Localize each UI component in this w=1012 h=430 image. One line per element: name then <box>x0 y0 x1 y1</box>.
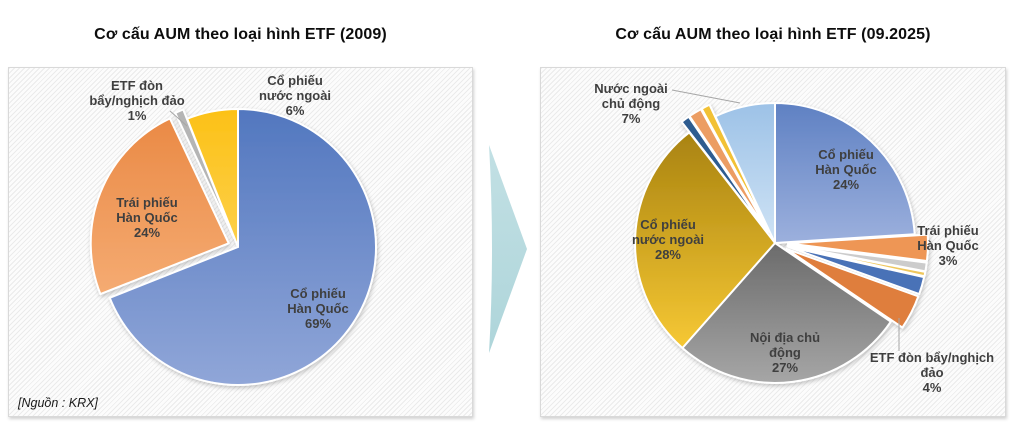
pie-slice-tr-i-phi-u-h-n-qu-c <box>89 117 230 296</box>
pie-slice-minor-9 <box>688 108 770 233</box>
pie-slice-etf-n-b-y-ngh-ch-o <box>785 247 920 329</box>
leader-etf-leverage-2009 <box>169 110 188 127</box>
pie-slice-c-phi-u-n-c-ngo-i <box>634 131 776 349</box>
pie-slice-minor-8 <box>680 115 769 234</box>
pie-slice-c-phi-u-h-n-qu-c <box>774 102 916 244</box>
pie-2025 <box>634 101 929 384</box>
pie-slice-etf-n-b-y-ngh-ch-o <box>174 108 235 239</box>
pie-slice-c-phi-u-n-c-ngo-i <box>186 108 239 248</box>
pie-label-foreign-equity-2025: Cổ phiếu nước ngoài 28% <box>631 217 705 262</box>
pie-slice-c-phi-u-h-n-qu-c <box>108 108 377 386</box>
pie-label-etf-leverage-2009: ETF đòn bẩy/nghịch đảo 1% <box>89 78 185 123</box>
pie-2009 <box>89 108 377 386</box>
pie-slice-n-i-a-ch-ng <box>681 242 892 384</box>
pie-label-kr-equity-2025: Cổ phiếu Hàn Quốc 24% <box>815 147 877 192</box>
pie-slice-minor-4 <box>786 245 926 296</box>
pie-slice-tr-i-phi-u-h-n-qu-c <box>787 233 929 262</box>
pie-slice-minor-3 <box>786 244 927 278</box>
pie-label-foreign-active-2025: Nước ngoài chủ động 7% <box>594 81 668 126</box>
leader-lines <box>169 89 900 351</box>
source-note: [Nguồn : KRX] <box>18 396 98 410</box>
pie-slice-n-c-ngo-i-ch-ng <box>714 101 776 244</box>
pie-label-kr-bond-2009: Trái phiếu Hàn Quốc 24% <box>116 195 178 240</box>
chart-title-2009: Cơ cấu AUM theo loại hình ETF (2009) <box>94 26 387 43</box>
pie-label-foreign-equity-2009: Cổ phiếu nước ngoài 6% <box>258 73 332 118</box>
pie-label-kr-bond-2025: Trái phiếu Hàn Quốc 3% <box>917 223 979 268</box>
pie-label-etf-leverage-2025: ETF đòn bẩy/nghịch đảo 4% <box>869 350 995 395</box>
chart-title-2025: Cơ cấu AUM theo loại hình ETF (09.2025) <box>615 26 931 43</box>
pie-label-domestic-active-2025: Nội địa chủ động 27% <box>749 330 821 375</box>
pie-label-kr-equity-2009: Cổ phiếu Hàn Quốc 69% <box>287 286 349 331</box>
transition-arrow-icon <box>489 145 527 353</box>
leader-foreign-active-2025 <box>671 89 741 104</box>
pie-slice-minor-10 <box>700 103 771 233</box>
